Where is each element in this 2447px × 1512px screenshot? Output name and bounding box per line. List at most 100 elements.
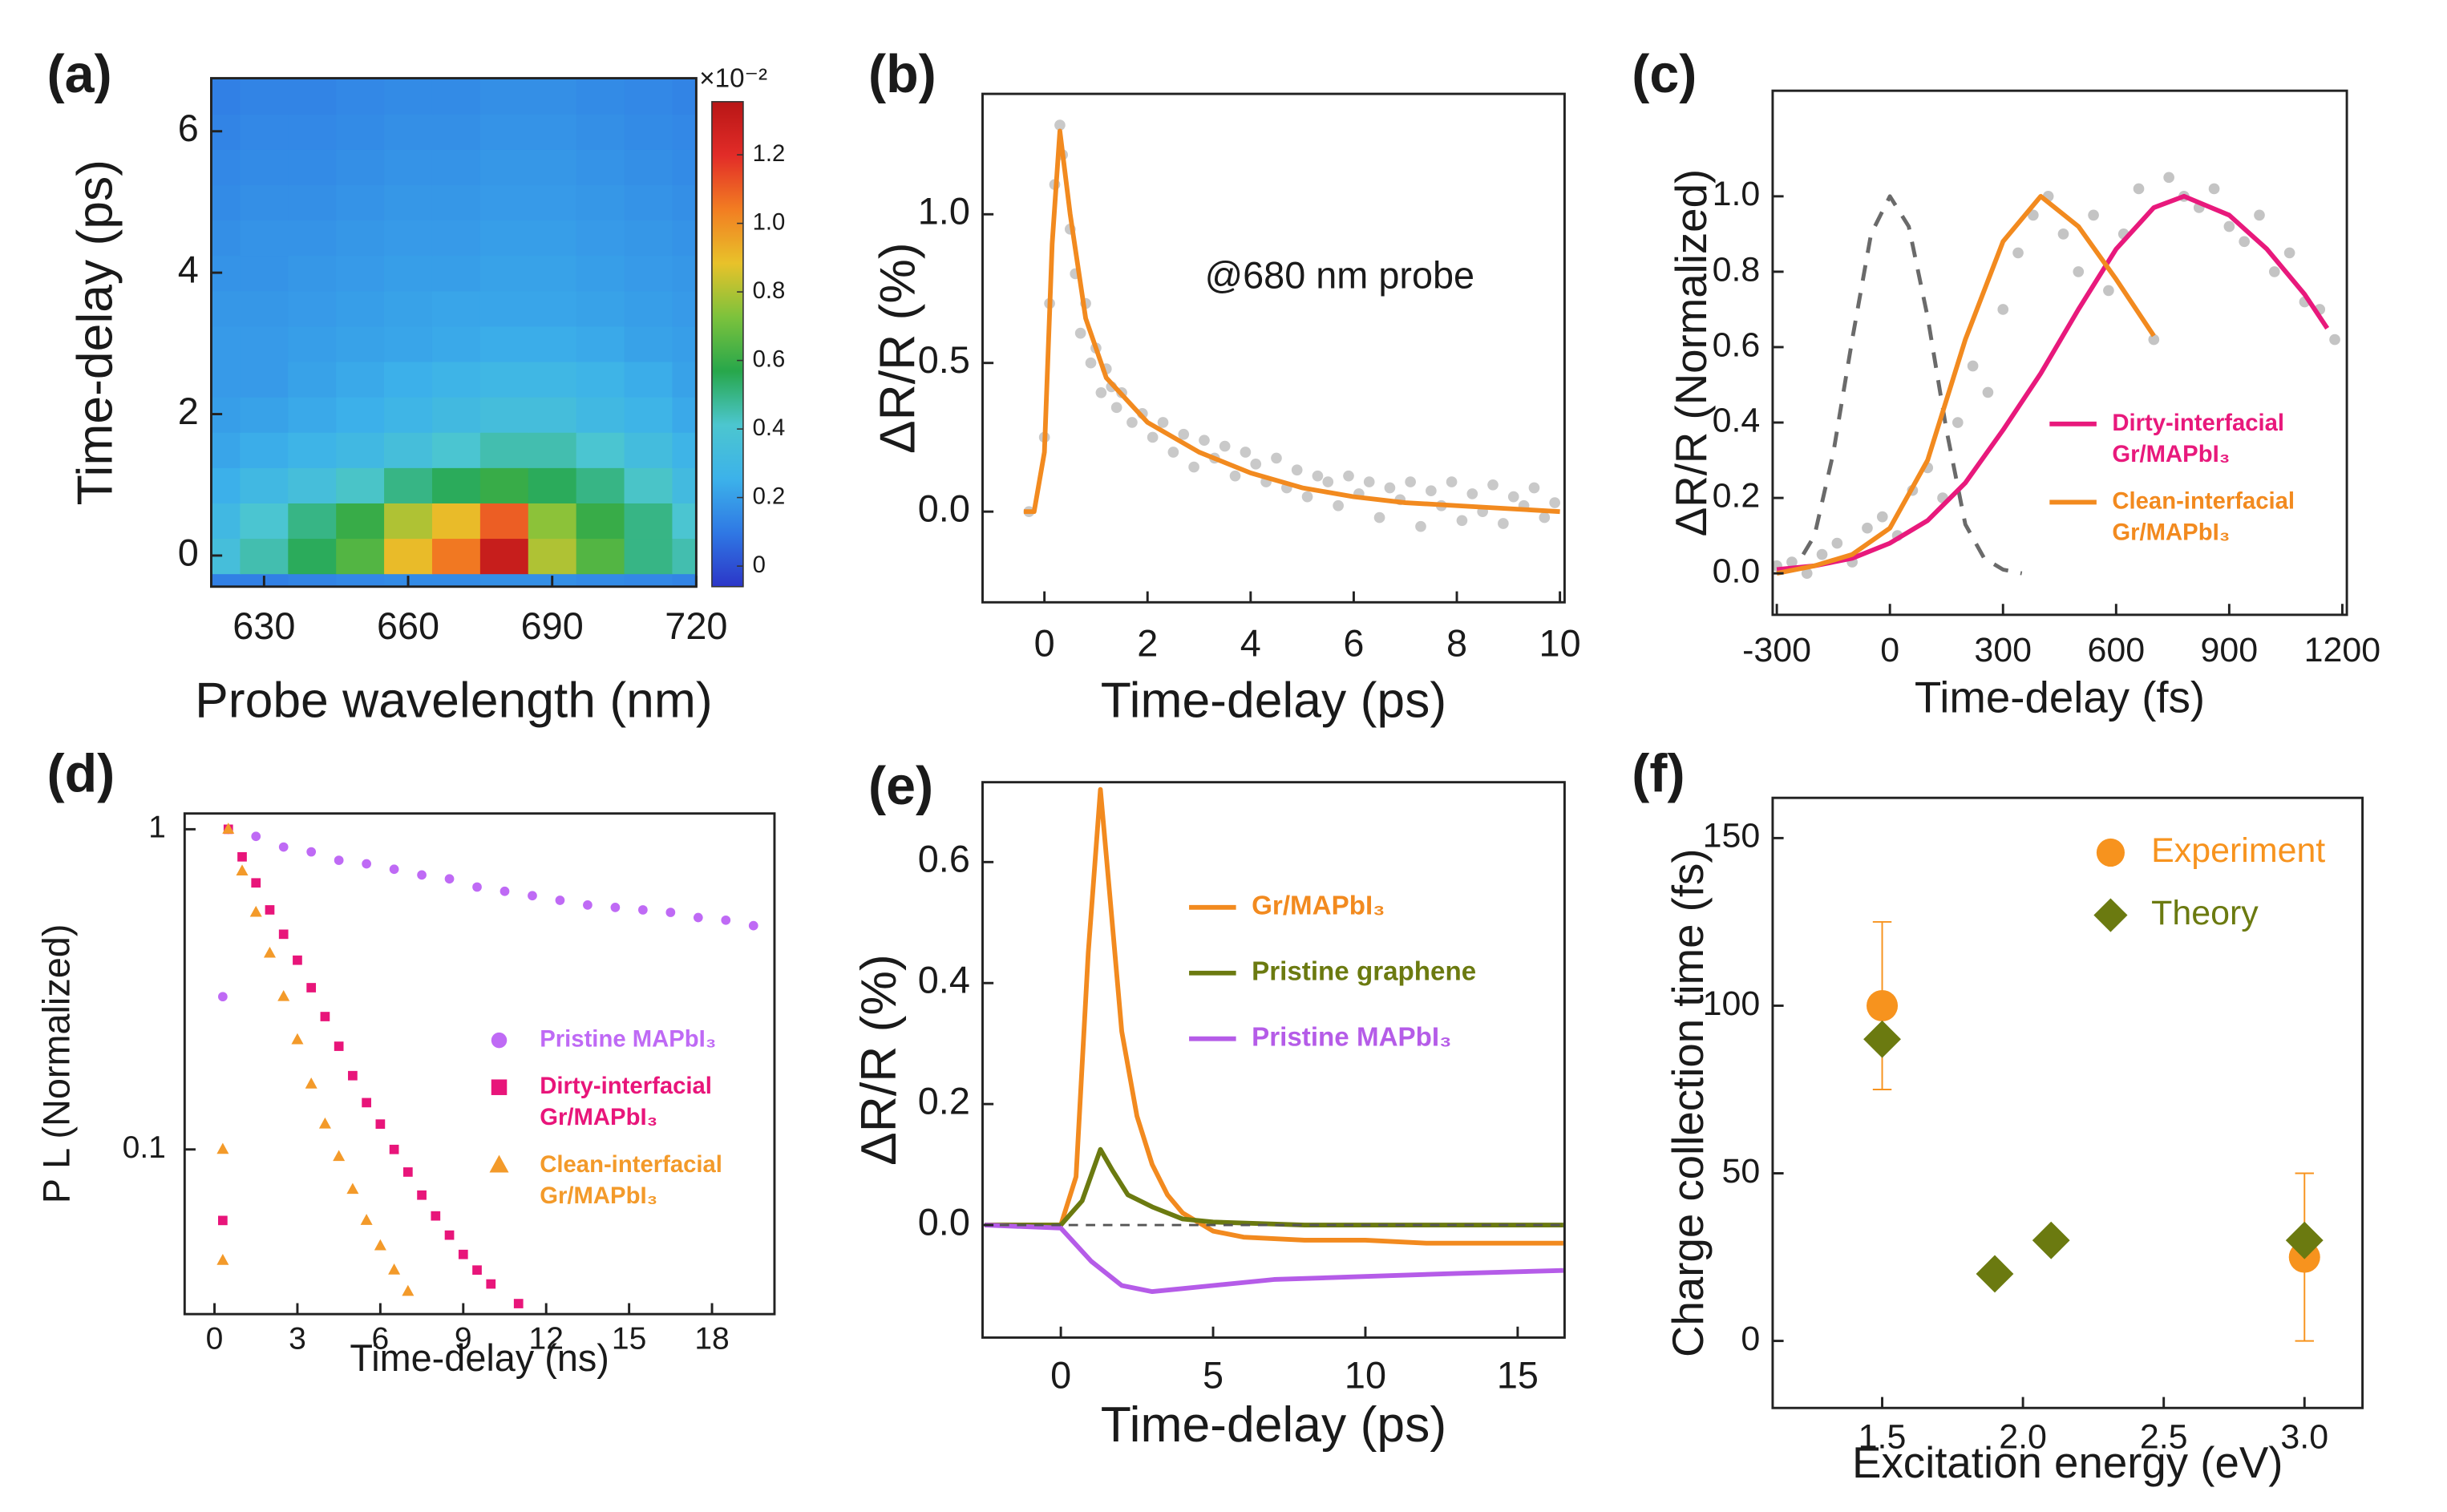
- data-point: [721, 915, 731, 925]
- data-point: [1549, 497, 1561, 508]
- heatmap-cell: [240, 184, 289, 221]
- heatmap-cell: [479, 573, 529, 587]
- data-point: [2208, 183, 2220, 195]
- data-point: [610, 903, 621, 912]
- panel: 0 0.2 0.4 0.6 0.8 1.0 1.2 ×10⁻² 630 660 690 720 0 2 4 6…: [47, 45, 786, 729]
- heatmap-cell: [384, 219, 434, 257]
- heatmap-cell: [384, 255, 434, 292]
- legend-label: Pristine MAPbI₃: [1252, 1022, 1451, 1052]
- data-point: [389, 1144, 399, 1154]
- data-point: [1426, 485, 1437, 497]
- y-tick-label: 0.6: [918, 839, 970, 880]
- data-point: [1054, 119, 1066, 131]
- heatmap-cell: [336, 431, 386, 468]
- heatmap-cell: [288, 219, 338, 257]
- panel: 1.5 2.0 2.5 3.0 0 50 100 150 Excitation energy (…: [1632, 744, 2364, 1487]
- data-point: [2028, 209, 2039, 221]
- y-tick-label: 0: [1741, 1320, 1760, 1358]
- data-point: [293, 955, 302, 965]
- data-point: [1074, 327, 1086, 339]
- heatmap-cell: [431, 573, 482, 587]
- data-point: [1219, 440, 1231, 452]
- heatmap-cell: [431, 431, 482, 468]
- data-point: [1862, 522, 1873, 534]
- data-point: [1487, 479, 1499, 491]
- data-point: [1301, 491, 1313, 503]
- data-point: [486, 1279, 496, 1289]
- x-axis-label: Time-delay (fs): [1915, 673, 2205, 722]
- heatmap-cell: [672, 255, 697, 292]
- heatmap-cell: [672, 537, 697, 575]
- heatmap-cell: [479, 396, 529, 433]
- x-axis-label: Excitation energy (eV): [1852, 1438, 2283, 1487]
- heatmap-cell: [672, 78, 697, 115]
- y-axis-label: ΔR/R (Normalized): [1667, 169, 1716, 536]
- heatmap-cell: [288, 148, 338, 186]
- y-axis-label: Charge collection time (fs): [1664, 848, 1713, 1356]
- data-point: [402, 1284, 415, 1296]
- heatmap-cell: [288, 573, 338, 587]
- plot-frame: [981, 92, 1566, 604]
- colorbar-tick-label: 0.2: [753, 483, 786, 509]
- heatmap-cell: [384, 148, 434, 186]
- x-tick-label: 0: [206, 1322, 224, 1356]
- heatmap-cell: [240, 255, 289, 292]
- data-point: [2032, 1221, 2070, 1259]
- y-axis-label: Time-delay (ps): [67, 160, 123, 505]
- heatmap-cell: [431, 113, 482, 150]
- data-point: [218, 992, 228, 1002]
- colorbar-tick-label: 1.2: [753, 141, 786, 167]
- y-axis-label: ΔR/R (%): [851, 954, 907, 1166]
- heatmap-cell: [288, 467, 338, 503]
- heatmap-cell: [336, 148, 386, 186]
- panel: -300 0 300 600 900 1200 0.0 0.2 0.4 0.6 0.8 1.0 Time…: [1632, 45, 2380, 722]
- y-tick-label: 6: [178, 107, 199, 149]
- data-point: [2285, 1221, 2324, 1259]
- x-tick-label: 10: [1539, 622, 1581, 664]
- heatmap-cell: [576, 361, 625, 398]
- data-point: [251, 878, 261, 888]
- heatmap-cell: [211, 361, 241, 398]
- heatmap-cell: [336, 573, 386, 587]
- data-point: [1456, 515, 1468, 527]
- heatmap-cell: [336, 537, 386, 575]
- data-point: [374, 1239, 386, 1251]
- heatmap-cell: [528, 148, 577, 186]
- y-tick-label: 50: [1722, 1152, 1761, 1191]
- y-tick-label: 0: [178, 532, 199, 573]
- heatmap-cell: [672, 467, 697, 503]
- heatmap-cell: [431, 396, 482, 433]
- y-tick-label: 2: [178, 390, 199, 432]
- legend: Dirty-interfacial Gr/MAPbI₃Clean-interfac…: [2049, 410, 2295, 545]
- heatmap-cell: [336, 255, 386, 292]
- data-point: [1446, 476, 1458, 487]
- data-point: [2103, 285, 2114, 297]
- data-point: [748, 920, 758, 931]
- heatmap-cell: [624, 255, 673, 292]
- data-point: [2268, 266, 2280, 277]
- x-tick-label: 2: [1137, 622, 1158, 664]
- heatmap-cell: [431, 148, 482, 186]
- plot-area: [1023, 119, 1561, 532]
- plot-frame: [183, 812, 776, 1316]
- heatmap-cell: [431, 361, 482, 398]
- data-point: [360, 1214, 373, 1225]
- data-point: [346, 1183, 359, 1195]
- heatmap-cell: [288, 537, 338, 575]
- heatmap-cell: [672, 290, 697, 327]
- heatmap-cell: [240, 502, 289, 540]
- x-tick-label: 300: [1974, 631, 2032, 669]
- heatmap-cell: [336, 502, 386, 540]
- data-point: [1126, 417, 1138, 428]
- heatmap-cell: [384, 184, 434, 221]
- y-tick-label: 0.2: [918, 1081, 970, 1122]
- data-point: [638, 905, 648, 915]
- x-tick-label: 6: [372, 1322, 390, 1356]
- heatmap-cell: [431, 255, 482, 292]
- data-point: [1363, 476, 1375, 487]
- heatmap-cell: [479, 431, 529, 468]
- data-point: [278, 929, 289, 940]
- data-point: [305, 1077, 318, 1089]
- data-point: [249, 905, 262, 917]
- heatmap-cell: [336, 113, 386, 150]
